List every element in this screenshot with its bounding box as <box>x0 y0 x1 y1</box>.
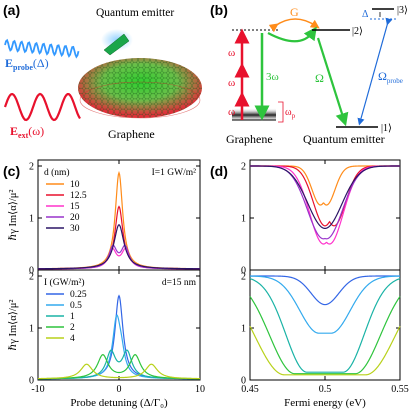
svg-text:Eprobe(Δ): Eprobe(Δ) <box>5 56 49 72</box>
graphene-label-a: Graphene <box>108 127 155 141</box>
y-axis-label: ℏγ Im⟨α⟩/μ² <box>8 189 19 240</box>
legend-title: I (GW/m²) <box>44 277 85 288</box>
panel-b: (b) ω ω ω 3ω ωp G |2⟩ |3⟩ Δ |1⟩ Ω <box>210 2 408 146</box>
series-line-4 <box>38 224 200 270</box>
annotation: d=15 nm <box>162 278 197 288</box>
y-tick-label: 0 <box>241 266 246 277</box>
x-tick-label: 10 <box>195 384 205 395</box>
graphene-label-b: Graphene <box>226 132 273 146</box>
svg-text:G: G <box>290 5 299 19</box>
plot-frame <box>249 269 401 381</box>
series-line-1 <box>249 275 401 334</box>
x-tick-label: -10 <box>31 384 44 395</box>
series-line-0 <box>38 294 200 380</box>
annotation: I=1 GW/m² <box>152 168 197 178</box>
series-line-0 <box>250 165 400 206</box>
y-tick-label: 0 <box>241 376 246 387</box>
quantum-emitter-label: Quantum emitter <box>96 7 174 19</box>
series-line-3 <box>38 244 200 270</box>
series-line-0 <box>38 170 200 270</box>
quantum-emitter-label-b: Quantum emitter <box>303 132 385 146</box>
emitter-tip-icon <box>103 33 130 56</box>
panel-c-label: (c) <box>3 163 20 179</box>
e-probe-label: E <box>5 56 13 70</box>
legend-title: d (nm) <box>44 167 70 178</box>
g-coupling-arrow <box>268 18 320 33</box>
plot-frame <box>249 159 401 271</box>
legend-label: 30 <box>70 224 80 234</box>
legend-label: 10 <box>70 180 80 190</box>
e-ext-label: E <box>10 124 18 138</box>
x-tick-label: 0.45 <box>241 384 259 395</box>
legend-label: 0.25 <box>70 290 87 300</box>
x-tick-label: 0.55 <box>391 384 409 395</box>
legend-label: 0.5 <box>70 301 82 311</box>
svg-text:3ω: 3ω <box>266 71 279 83</box>
x-tick-label: 0.5 <box>319 384 332 395</box>
series-line-2 <box>249 278 401 373</box>
svg-text:ω: ω <box>228 106 235 118</box>
y-tick-label: 2 <box>29 162 34 173</box>
series-line-1 <box>250 165 400 227</box>
x-tick-label: 0 <box>117 384 122 395</box>
series-line-3 <box>38 354 200 380</box>
y-tick-label: 1 <box>29 324 34 335</box>
series-line-1 <box>37 314 201 380</box>
series-line-4 <box>37 363 201 380</box>
probe-wave <box>4 38 80 59</box>
legend-label: 2 <box>70 323 75 333</box>
legend-label: 12.5 <box>70 191 87 201</box>
legend-label: 1 <box>70 312 75 322</box>
omega-p-label: ωp <box>285 107 296 120</box>
legend-label: 4 <box>70 334 75 344</box>
legend-label: 20 <box>70 213 80 223</box>
panel-a: (a) Quantum emitter Eprobe(Δ) Eext(ω) Gr… <box>3 2 202 141</box>
series-line-4 <box>250 165 400 230</box>
svg-text:ω: ω <box>228 77 235 89</box>
y-axis-label: ℏγ Im⟨α⟩/μ² <box>8 299 19 350</box>
ext-wave <box>3 92 81 122</box>
y-tick-label: 0 <box>29 266 34 277</box>
y-tick-label: 1 <box>241 324 246 335</box>
series-line-2 <box>37 349 201 380</box>
panel-d-label: (d) <box>210 163 228 179</box>
series-line-2 <box>37 247 201 270</box>
svg-text:|2⟩: |2⟩ <box>352 26 363 37</box>
svg-text:Eext(ω): Eext(ω) <box>10 124 44 140</box>
legend-label: 15 <box>70 202 80 212</box>
y-tick-label: 2 <box>29 272 34 283</box>
svg-text:Δ: Δ <box>362 9 369 20</box>
graphene-lattice <box>78 58 202 118</box>
y-tick-label: 1 <box>241 214 246 225</box>
series-line-3 <box>249 296 401 375</box>
y-tick-label: 0 <box>29 376 34 387</box>
omega-coupling-arrow <box>316 37 349 127</box>
plot-d-bottom: 0 1 2 0.45 0.5 0.55 Fermi energy (eV) <box>241 269 409 409</box>
y-tick-label: 1 <box>29 214 34 225</box>
svg-text:|3⟩: |3⟩ <box>397 5 408 16</box>
y-tick-label: 2 <box>241 162 246 173</box>
svg-text:ω: ω <box>228 47 235 59</box>
series-line-4 <box>249 326 401 376</box>
omega-probe-label: Ωprobe <box>378 69 403 85</box>
panel-a-label: (a) <box>3 2 20 18</box>
plot-d-top: 0 1 2 <box>241 159 401 277</box>
series-line-0 <box>250 275 400 306</box>
x-axis-label: Fermi energy (eV) <box>284 397 366 409</box>
omega-probe-arrow <box>357 17 393 126</box>
y-tick-label: 2 <box>241 272 246 283</box>
svg-text:|1⟩: |1⟩ <box>381 123 392 134</box>
series-line-1 <box>37 205 201 270</box>
svg-text:Ω: Ω <box>315 71 324 85</box>
panel-b-label: (b) <box>210 2 228 18</box>
x-axis-label: Probe detuning (Δ/Γ₀) <box>70 397 168 409</box>
